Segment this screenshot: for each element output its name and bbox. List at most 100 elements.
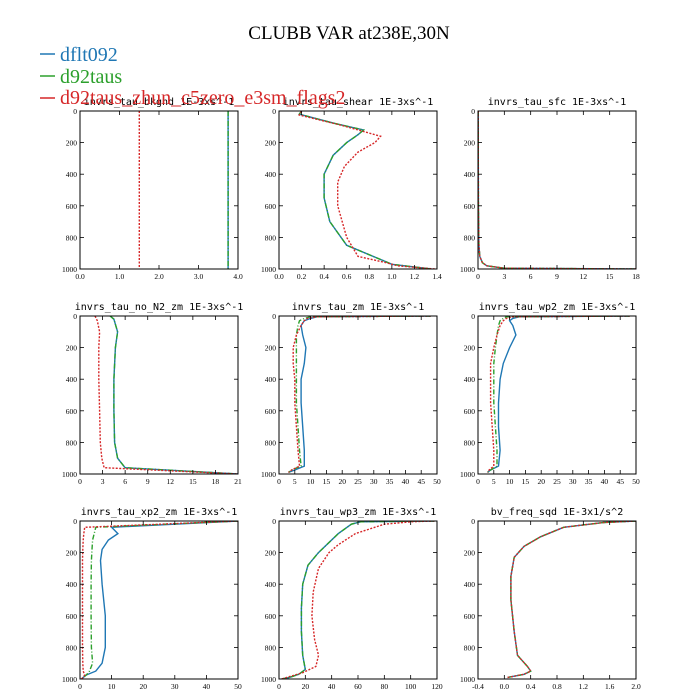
y-tick-label: 0	[73, 517, 77, 526]
x-tick-label: 18	[212, 477, 220, 486]
x-tick-label: 30	[569, 477, 577, 486]
plot-frame	[79, 315, 239, 475]
series-line-d92taus	[298, 111, 432, 269]
y-tick-label: 400	[66, 170, 78, 179]
y-tick-label: 600	[66, 612, 78, 621]
y-tick-label: 1000	[460, 470, 475, 479]
y-tick-label: 600	[265, 202, 277, 211]
series-line-d92taus	[288, 316, 431, 473]
x-tick-label: 6	[123, 477, 127, 486]
x-tick-label: 30	[370, 477, 378, 486]
y-tick-label: 400	[265, 580, 277, 589]
panel-1: invrs_tau_bkgnd 1E-3xs^-1 0 200 400 600 800 10…	[62, 97, 243, 281]
series-line-d92taus-zhun-c5zero-e3sm-flags2	[94, 316, 238, 474]
y-tick-label: 600	[265, 612, 277, 621]
series-line-dflt092	[487, 316, 630, 473]
x-tick-label: 0.2	[297, 272, 307, 281]
panel-title: invrs_tau_no_N2_zm 1E-3xs^-1	[75, 302, 244, 313]
y-tick-label: 0	[471, 517, 475, 526]
series-line-dflt092	[478, 111, 636, 269]
legend: dflt092 d92taus d92taus_zhun_c5zero_e3sm…	[40, 44, 345, 109]
x-tick-label: 0.0	[75, 272, 85, 281]
panel-title: invrs_tau_wp3_zm 1E-3xs^-1	[280, 507, 437, 518]
x-tick-label: 5	[293, 477, 297, 486]
y-tick-label: 200	[464, 549, 476, 558]
y-tick-label: 1000	[460, 265, 475, 274]
x-tick-label: 100	[405, 682, 417, 691]
x-tick-label: 40	[402, 477, 410, 486]
plot-frame	[477, 110, 637, 270]
x-tick-label: 20	[139, 682, 147, 691]
panel-title: invrs_tau_wp2_zm 1E-3xs^-1	[479, 302, 636, 313]
y-tick-label: 1000	[62, 265, 77, 274]
series-line-dflt092	[81, 521, 238, 679]
plot-grid: invrs_tau_bkgnd 1E-3xs^-1020040060080010…	[62, 97, 641, 691]
x-tick-label: 30	[171, 682, 179, 691]
y-tick-label: 600	[66, 202, 78, 211]
legend-label-dflt092: dflt092	[60, 44, 118, 66]
y-tick-label: 0	[471, 312, 475, 321]
panel-title: invrs_tau_bkgnd 1E-3xs^-1	[84, 97, 235, 108]
y-tick-label: 400	[265, 170, 277, 179]
y-tick-label: 200	[66, 344, 78, 353]
legend-label-d92taus-zhun: d92taus_zhun_c5zero_e3sm_flags2	[60, 87, 345, 109]
x-tick-label: 50	[234, 682, 242, 691]
x-tick-label: 40	[328, 682, 336, 691]
x-tick-label: 0.0	[274, 272, 284, 281]
x-tick-label: 4.0	[233, 272, 243, 281]
series-line-d92taus-zhun-c5zero-e3sm-flags2	[288, 316, 431, 473]
x-tick-label: 1.6	[605, 682, 615, 691]
y-tick-label: 200	[66, 139, 78, 148]
legend-entry-dflt092: dflt092	[40, 44, 118, 66]
y-tick-label: 400	[66, 375, 78, 384]
y-tick-label: 800	[66, 643, 78, 652]
x-tick-label: 50	[433, 477, 441, 486]
plot-frame	[79, 520, 239, 680]
plot-frame	[278, 110, 438, 270]
series-line-d92taus-zhun-c5zero-e3sm-flags2	[478, 111, 636, 269]
y-tick-label: 0	[73, 312, 77, 321]
x-tick-label: 45	[616, 477, 624, 486]
x-tick-label: 0	[476, 272, 480, 281]
x-tick-label: 0	[78, 682, 82, 691]
x-tick-label: 60	[354, 682, 362, 691]
series-line-d92taus	[487, 316, 630, 473]
y-tick-label: 200	[464, 139, 476, 148]
y-tick-label: 800	[265, 233, 277, 242]
legend-entry-d92taus-zhun: d92taus_zhun_c5zero_e3sm_flags2	[40, 87, 345, 109]
x-tick-label: 1.2	[410, 272, 420, 281]
plot-frame	[278, 315, 438, 475]
x-tick-label: 20	[537, 477, 545, 486]
y-tick-label: 200	[265, 139, 277, 148]
x-tick-label: 0	[277, 477, 281, 486]
x-tick-label: 1.2	[579, 682, 589, 691]
y-tick-label: 400	[66, 580, 78, 589]
panel-title: invrs_tau_shear 1E-3xs^-1	[283, 97, 434, 108]
y-tick-label: 800	[265, 438, 277, 447]
y-tick-label: 600	[464, 612, 476, 621]
panel-title: bv_freq_sqd 1E-3x1/s^2	[491, 507, 623, 518]
y-tick-label: 1000	[261, 470, 276, 479]
x-tick-label: -0.4	[472, 682, 484, 691]
y-tick-label: 600	[265, 407, 277, 416]
x-tick-label: 120	[431, 682, 443, 691]
y-tick-label: 1000	[261, 265, 276, 274]
panel-title: invrs_tau_zm 1E-3xs^-1	[292, 302, 424, 313]
panel-8: invrs_tau_wp3_zm 1E-3xs^-102004006008001…	[261, 507, 443, 691]
series-line-dflt092	[298, 111, 432, 269]
x-tick-label: 0	[476, 477, 480, 486]
plot-frame	[79, 110, 239, 270]
y-tick-label: 200	[66, 549, 78, 558]
y-tick-label: 800	[66, 438, 78, 447]
y-tick-label: 0	[73, 107, 77, 116]
x-tick-label: 80	[381, 682, 389, 691]
x-tick-label: 12	[167, 477, 175, 486]
panel-3: invrs_tau_sfc 1E-3xs^-1 0 200 400 600 800 1000…	[460, 97, 640, 281]
series-line-d92taus	[81, 521, 238, 679]
x-tick-label: 3	[502, 272, 506, 281]
y-tick-label: 400	[464, 375, 476, 384]
x-tick-label: 0.8	[365, 272, 375, 281]
x-tick-label: 1.0	[387, 272, 397, 281]
x-tick-label: 0	[78, 477, 82, 486]
y-tick-label: 0	[471, 107, 475, 116]
